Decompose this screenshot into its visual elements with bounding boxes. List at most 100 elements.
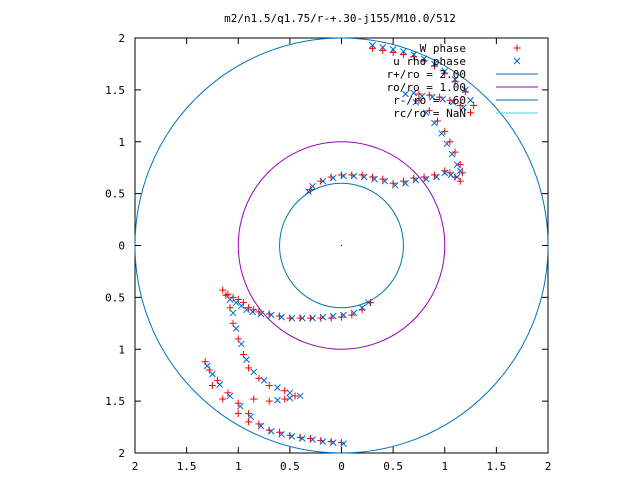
rho-phase-point — [216, 381, 224, 388]
w-phase-point — [348, 171, 356, 179]
cross-b — [381, 177, 389, 185]
cross-b — [453, 161, 461, 168]
legend-label: u rho phase — [393, 55, 466, 68]
rho-phase-point — [402, 90, 409, 98]
rho-phase-point — [391, 181, 399, 189]
cross-b — [431, 60, 438, 68]
w-phase-point — [434, 117, 442, 125]
rho-phase-point — [422, 109, 430, 117]
rho-phase-point — [288, 433, 296, 440]
rho-phase-point — [340, 311, 347, 319]
rho-phase-point — [249, 308, 257, 316]
data-markers — [201, 41, 478, 448]
cross-b — [350, 172, 358, 180]
rho-phase-point — [371, 175, 378, 183]
w-phase-point — [255, 374, 263, 382]
cross-b — [400, 48, 407, 55]
rho-phase-point — [420, 55, 428, 63]
rho-phase-point — [329, 312, 337, 320]
rho-phase-point — [453, 161, 461, 168]
cross-b — [305, 188, 312, 195]
w-phase-point — [208, 382, 216, 390]
y-tick-label: 1 — [118, 343, 125, 356]
rho-phase-point — [267, 311, 275, 319]
cross-b — [447, 171, 455, 179]
w-phase-point — [296, 433, 304, 441]
cross-b — [309, 314, 316, 322]
rho-phase-point — [257, 310, 265, 318]
cross-b — [278, 313, 285, 321]
rho-phase-point — [257, 422, 265, 430]
w-phase-point — [338, 171, 345, 179]
w-phase-point — [317, 437, 325, 445]
rho-phase-point — [278, 313, 285, 321]
cross-b — [203, 362, 211, 370]
cross-b — [232, 299, 240, 306]
w-phase-point — [219, 286, 227, 294]
cross-b — [350, 309, 358, 317]
cross-b — [448, 150, 456, 158]
cross-b — [369, 41, 376, 49]
cross-b — [257, 310, 265, 318]
rho-phase-point — [410, 51, 418, 58]
w-phase-point — [446, 138, 454, 146]
cross-b — [443, 140, 451, 148]
w-phase-point — [222, 291, 230, 299]
cross-b — [438, 130, 446, 137]
rho-phase-point — [286, 389, 294, 397]
rho-phase-point — [453, 173, 461, 181]
rho-phase-point — [456, 167, 464, 175]
cross-b — [249, 308, 257, 316]
cross-b — [288, 433, 296, 440]
x-tick-label: 0 — [338, 460, 345, 473]
cross-b — [250, 368, 258, 376]
y-tick-label: 1.5 — [105, 84, 125, 97]
cross-b — [226, 296, 234, 303]
rho-phase-point — [350, 172, 358, 180]
rho-phase-point — [232, 325, 240, 332]
cross-b — [412, 176, 420, 184]
w-phase-point — [379, 46, 387, 54]
w-phase-point — [446, 96, 454, 104]
y-tick-label: 2 — [118, 447, 125, 460]
cross-b — [513, 57, 521, 65]
rho-phase-point — [309, 314, 316, 322]
w-phase-point — [224, 389, 232, 397]
rho-phase-point — [443, 140, 451, 148]
cross-b — [267, 311, 275, 319]
rho-phase-point — [329, 174, 337, 182]
rho-phase-point — [298, 435, 306, 442]
rho-phase-point — [389, 46, 397, 53]
rho-phase-point — [319, 438, 327, 445]
rho-phase-point — [298, 314, 306, 322]
x-tick-label: 1.5 — [177, 460, 197, 473]
cross-b — [459, 104, 467, 111]
legend-swatch-rho-phase — [513, 57, 521, 65]
w-phase-point — [451, 148, 459, 156]
cross-b — [226, 392, 234, 400]
x-tick-label: 1 — [441, 460, 448, 473]
cross-b — [456, 167, 464, 175]
rho-phase-point — [274, 396, 281, 404]
axis-ticks: 2 1.5 1 0.5 0 0.5 1 1.5 221.510.500.511.52 — [105, 32, 551, 473]
cross-b — [232, 325, 240, 332]
rho-phase-point — [309, 183, 316, 190]
cross-b — [402, 90, 409, 98]
legend-label: r+/ro = 2.00 — [387, 68, 466, 81]
cross-b — [389, 46, 397, 53]
cross-b — [288, 314, 296, 322]
rho-phase-point — [296, 392, 304, 400]
circles-layer — [134, 37, 549, 454]
cross-b — [278, 430, 285, 438]
cross-b — [309, 436, 316, 443]
circle-r-1 — [237, 141, 446, 350]
w-phase-point — [456, 161, 464, 169]
w-phase-point — [415, 90, 423, 98]
rho-phase-point — [364, 299, 372, 306]
cross-b — [298, 435, 306, 442]
rho-phase-point — [467, 96, 474, 104]
y-tick-label: 0.5 — [105, 291, 125, 304]
w-phase-point — [456, 101, 464, 109]
rho-phase-point — [237, 340, 245, 348]
